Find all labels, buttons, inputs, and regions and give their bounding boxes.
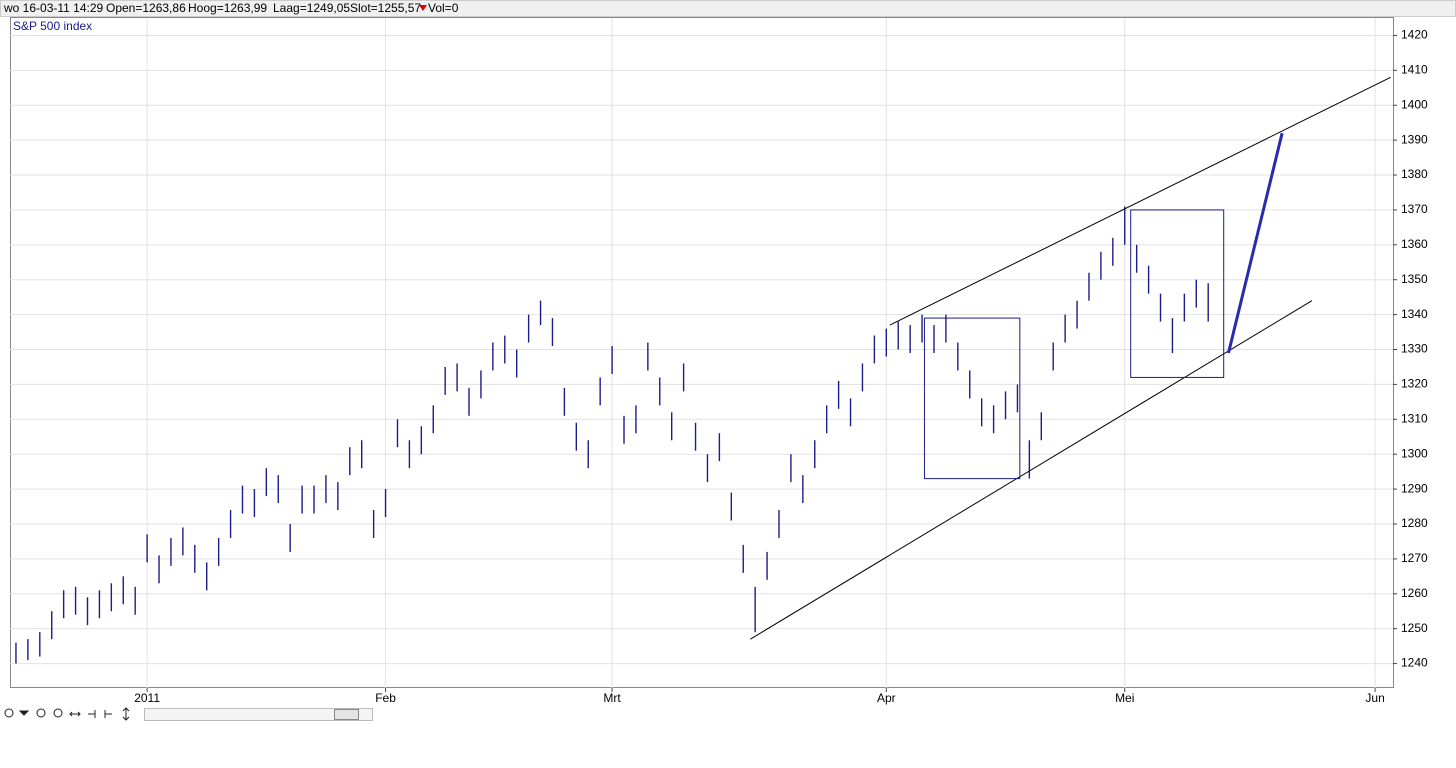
status-field: Hoog=1263,99 xyxy=(188,1,267,15)
trend-line xyxy=(889,76,1391,326)
y-tick-label: 1280 xyxy=(1401,516,1428,530)
down-triangle xyxy=(419,5,427,11)
y-tick-label: 1240 xyxy=(1401,656,1428,670)
x-tick-label: Jun xyxy=(1365,691,1384,705)
y-tick-label: 1260 xyxy=(1401,586,1428,600)
y-tick-label: 1410 xyxy=(1401,63,1428,77)
x-tick-label: Mei xyxy=(1115,691,1134,705)
y-tick-label: 1340 xyxy=(1401,307,1428,321)
annotation-box xyxy=(1130,209,1225,378)
start-icon[interactable] xyxy=(104,710,112,718)
status-field: Laag=1249,05 xyxy=(273,1,350,15)
y-tick-label: 1390 xyxy=(1401,132,1428,146)
x-tick-label: Feb xyxy=(375,691,396,705)
zoom-icon[interactable] xyxy=(4,708,14,718)
y-tick-label: 1250 xyxy=(1401,621,1428,635)
status-field: Vol=0 xyxy=(428,1,459,15)
plot-area xyxy=(10,17,1394,688)
y-tick-label: 1420 xyxy=(1401,28,1428,42)
scrollbar[interactable] xyxy=(144,708,373,721)
status-field: Open=1263,86 xyxy=(106,1,186,15)
legend-label: S&P 500 index xyxy=(13,19,92,33)
zoom-in-icon[interactable] xyxy=(36,708,46,718)
y-tick-label: 1350 xyxy=(1401,272,1428,286)
annotation-box xyxy=(923,317,1021,480)
scroll-thumb[interactable] xyxy=(334,709,359,720)
status-field: Slot=1255,57 xyxy=(350,1,421,15)
y-tick-label: 1370 xyxy=(1401,202,1428,216)
vertical-icon[interactable] xyxy=(122,707,130,721)
status-fields: wo 16-03-11 14:29 Open=1263,86 Hoog=1263,9… xyxy=(3,1,459,15)
status-field: wo 16-03-11 14:29 xyxy=(3,1,104,15)
y-tick-label: 1380 xyxy=(1401,167,1428,181)
y-tick-label: 1300 xyxy=(1401,446,1428,460)
trend-line xyxy=(750,300,1313,640)
y-tick-label: 1330 xyxy=(1401,342,1428,356)
end-icon[interactable] xyxy=(88,710,96,718)
y-tick-label: 1310 xyxy=(1401,411,1428,425)
x-tick-label: 2011 xyxy=(134,691,160,705)
x-tick-label: Apr xyxy=(877,691,896,705)
y-tick-label: 1270 xyxy=(1401,551,1428,565)
toolbar xyxy=(4,707,373,721)
y-tick-label: 1360 xyxy=(1401,237,1428,251)
dropdown-icon[interactable] xyxy=(18,710,30,716)
x-tick-label: Mrt xyxy=(603,691,621,705)
projection-line xyxy=(1227,132,1284,354)
y-tick-label: 1320 xyxy=(1401,377,1428,391)
pan-icon[interactable] xyxy=(69,711,81,717)
zoom-out-icon[interactable] xyxy=(53,708,63,718)
y-tick-label: 1290 xyxy=(1401,481,1428,495)
y-tick-label: 1400 xyxy=(1401,97,1428,111)
